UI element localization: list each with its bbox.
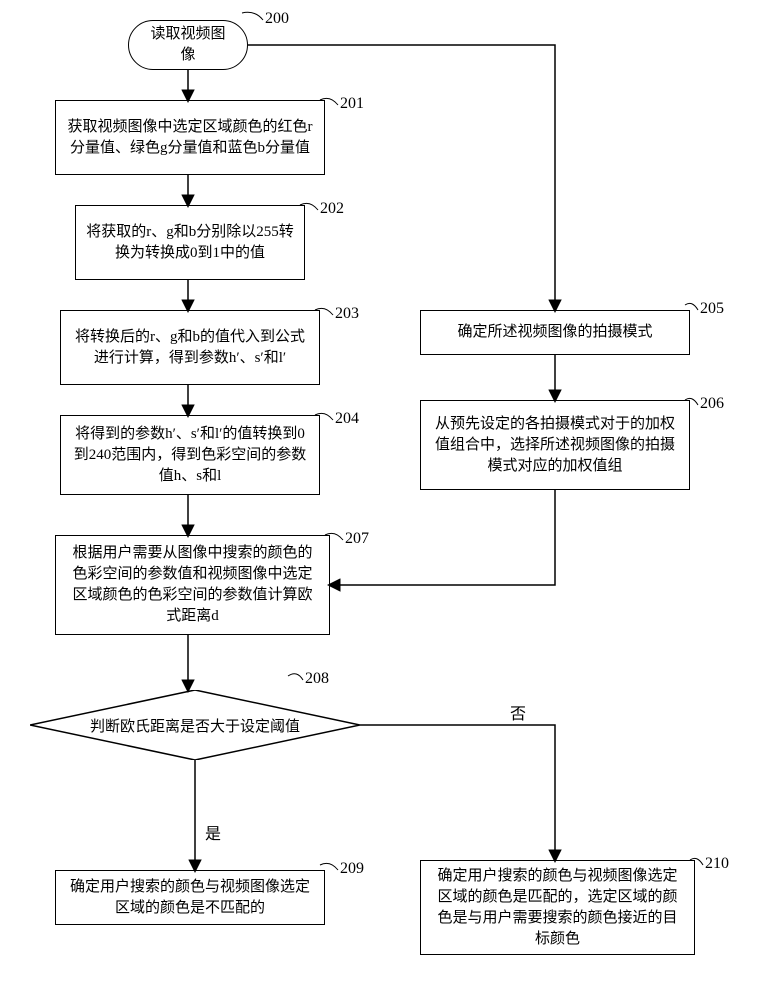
decision-208: 判断欧氏距离是否大于设定阈值	[30, 690, 360, 760]
step-206: 从预先设定的各拍摄模式对于的加权值组合中，选择所述视频图像的拍摄模式对应的加权值…	[420, 400, 690, 490]
edge-no: 否	[510, 700, 526, 724]
tag-208: 208	[305, 670, 329, 688]
step-201: 获取视频图像中选定区域颜色的红色r分量值、绿色g分量值和蓝色b分量值	[55, 100, 325, 175]
step-207: 根据用户需要从图像中搜索的颜色的色彩空间的参数值和视频图像中选定区域颜色的色彩空…	[55, 535, 330, 635]
step-204-label: 将得到的参数h′、s′和l′的值转换到0到240范围内，得到色彩空间的参数值h、…	[71, 424, 309, 487]
step-210-label: 确定用户搜索的颜色与视频图像选定区域的颜色是匹配的，选定区域的颜色是与用户需要搜…	[431, 866, 684, 950]
start-node: 读取视频图像	[128, 20, 248, 70]
tag-201: 201	[340, 95, 364, 113]
tag-209: 209	[340, 860, 364, 878]
tag-205: 205	[700, 300, 724, 318]
tag-204: 204	[335, 410, 359, 428]
tag-210: 210	[705, 855, 729, 873]
step-201-label: 获取视频图像中选定区域颜色的红色r分量值、绿色g分量值和蓝色b分量值	[66, 117, 314, 159]
edge-yes: 是	[205, 820, 221, 844]
tag-200: 200	[265, 10, 289, 28]
step-207-label: 根据用户需要从图像中搜索的颜色的色彩空间的参数值和视频图像中选定区域颜色的色彩空…	[66, 543, 319, 627]
step-209: 确定用户搜索的颜色与视频图像选定区域的颜色是不匹配的	[55, 870, 325, 925]
tag-203: 203	[335, 305, 359, 323]
step-205: 确定所述视频图像的拍摄模式	[420, 310, 690, 355]
step-204: 将得到的参数h′、s′和l′的值转换到0到240范围内，得到色彩空间的参数值h、…	[60, 415, 320, 495]
tag-202: 202	[320, 200, 344, 218]
step-206-label: 从预先设定的各拍摄模式对于的加权值组合中，选择所述视频图像的拍摄模式对应的加权值…	[431, 414, 679, 477]
step-205-label: 确定所述视频图像的拍摄模式	[457, 322, 652, 343]
step-203: 将转换后的r、g和b的值代入到公式进行计算，得到参数h′、s′和l′	[60, 310, 320, 385]
start-label: 读取视频图像	[149, 24, 227, 66]
step-203-label: 将转换后的r、g和b的值代入到公式进行计算，得到参数h′、s′和l′	[71, 327, 309, 369]
step-202: 将获取的r、g和b分别除以255转换为转换成0到1中的值	[75, 205, 305, 280]
step-209-label: 确定用户搜索的颜色与视频图像选定区域的颜色是不匹配的	[66, 877, 314, 919]
decision-208-label: 判断欧氏距离是否大于设定阈值	[90, 715, 300, 736]
tag-207: 207	[345, 530, 369, 548]
step-202-label: 将获取的r、g和b分别除以255转换为转换成0到1中的值	[86, 222, 294, 264]
tag-206: 206	[700, 395, 724, 413]
step-210: 确定用户搜索的颜色与视频图像选定区域的颜色是匹配的，选定区域的颜色是与用户需要搜…	[420, 860, 695, 955]
